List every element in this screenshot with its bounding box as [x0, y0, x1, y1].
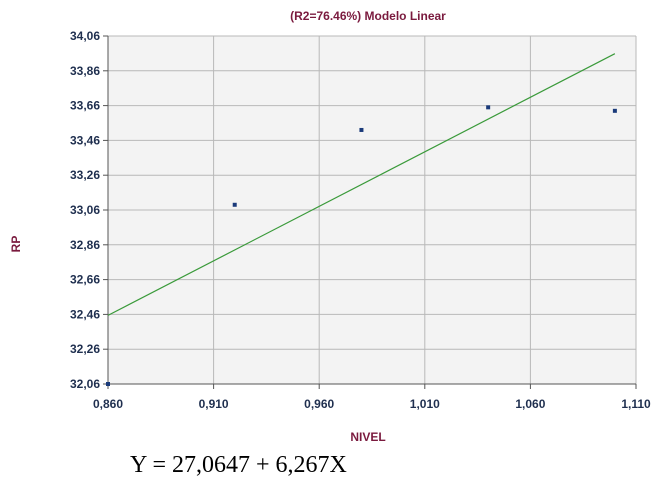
fit-line	[107, 53, 616, 316]
ticks: 0,860 0,910 0,960 1,010 1,060 1,110 32,06 32,26…	[70, 29, 651, 411]
x-tick-label: 0,860	[93, 397, 123, 411]
y-tick-label: 32,86	[70, 238, 100, 252]
data-point	[106, 382, 110, 386]
data-point	[612, 108, 617, 113]
y-tick-label: 33,26	[70, 168, 100, 182]
grid	[108, 35, 637, 384]
points-group	[106, 105, 617, 386]
y-tick-label: 33,66	[70, 99, 100, 113]
x-tick-label: 0,960	[304, 397, 334, 411]
x-tick-label: 0,910	[199, 397, 229, 411]
y-tick-label: 33,46	[70, 133, 100, 147]
x-tick-label: 1,060	[515, 397, 545, 411]
fit-line-group	[107, 53, 616, 316]
y-tick-label: 33,06	[70, 203, 100, 217]
data-point	[232, 202, 237, 207]
y-tick-label: 34,06	[70, 29, 100, 43]
y-tick-label: 32,06	[70, 377, 100, 391]
x-tick-label: 1,110	[621, 397, 651, 411]
y-axis-title: RP	[9, 236, 23, 253]
y-tick-label: 32,66	[70, 273, 100, 287]
regression-equation: Y = 27,0647 + 6,267X	[130, 452, 347, 478]
y-tick-label: 32,46	[70, 307, 100, 321]
y-tick-label: 32,26	[70, 342, 100, 356]
chart: (R2=76.46%) Modelo Linear 0,860 0,910 0,96…	[9, 9, 651, 444]
data-point	[359, 127, 364, 132]
chart-title: (R2=76.46%) Modelo Linear	[290, 9, 446, 23]
y-tick-label: 33,86	[70, 64, 100, 78]
x-axis-title: NIVEL	[350, 430, 385, 444]
x-tick-label: 1,010	[410, 397, 440, 411]
data-point	[486, 105, 491, 110]
